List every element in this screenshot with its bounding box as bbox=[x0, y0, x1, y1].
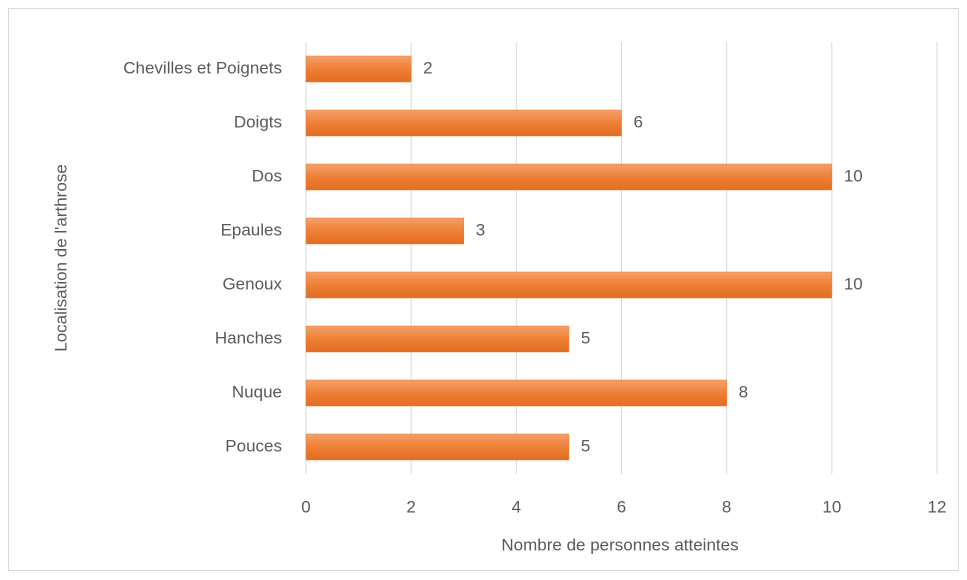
data-label: 8 bbox=[739, 382, 748, 401]
bar bbox=[305, 109, 622, 137]
data-label: 5 bbox=[581, 436, 590, 455]
data-label: 6 bbox=[634, 112, 643, 131]
data-label: 2 bbox=[423, 58, 432, 77]
data-label: 5 bbox=[581, 328, 590, 347]
data-label: 3 bbox=[476, 220, 485, 239]
y-tick-label: Epaules bbox=[221, 220, 282, 239]
x-tick-label: 6 bbox=[617, 497, 626, 516]
y-axis-title: Localisation de l'arthrose bbox=[51, 164, 70, 352]
bar bbox=[305, 271, 833, 299]
bar bbox=[305, 55, 412, 83]
x-tick-label: 4 bbox=[512, 497, 521, 516]
x-tick-label: 10 bbox=[822, 497, 841, 516]
data-label: 10 bbox=[844, 166, 863, 185]
x-tick-label: 12 bbox=[928, 497, 947, 516]
bar bbox=[305, 325, 570, 353]
x-tick-label: 8 bbox=[722, 497, 731, 516]
bar bbox=[305, 379, 727, 407]
y-tick-label: Hanches bbox=[215, 328, 282, 347]
y-tick-label: Dos bbox=[252, 166, 282, 185]
bar bbox=[305, 217, 464, 245]
y-tick-label: Pouces bbox=[225, 436, 282, 455]
y-tick-label: Chevilles et Poignets bbox=[123, 58, 282, 77]
y-tick-label: Nuque bbox=[232, 382, 282, 401]
x-tick-label: 2 bbox=[406, 497, 415, 516]
y-tick-label: Genoux bbox=[222, 274, 282, 293]
data-label: 10 bbox=[844, 274, 863, 293]
x-axis-title: Nombre de personnes atteintes bbox=[501, 535, 738, 554]
bar bbox=[305, 163, 833, 191]
x-tick-label: 0 bbox=[301, 497, 310, 516]
y-tick-label: Doigts bbox=[234, 112, 282, 131]
bar bbox=[305, 433, 570, 461]
